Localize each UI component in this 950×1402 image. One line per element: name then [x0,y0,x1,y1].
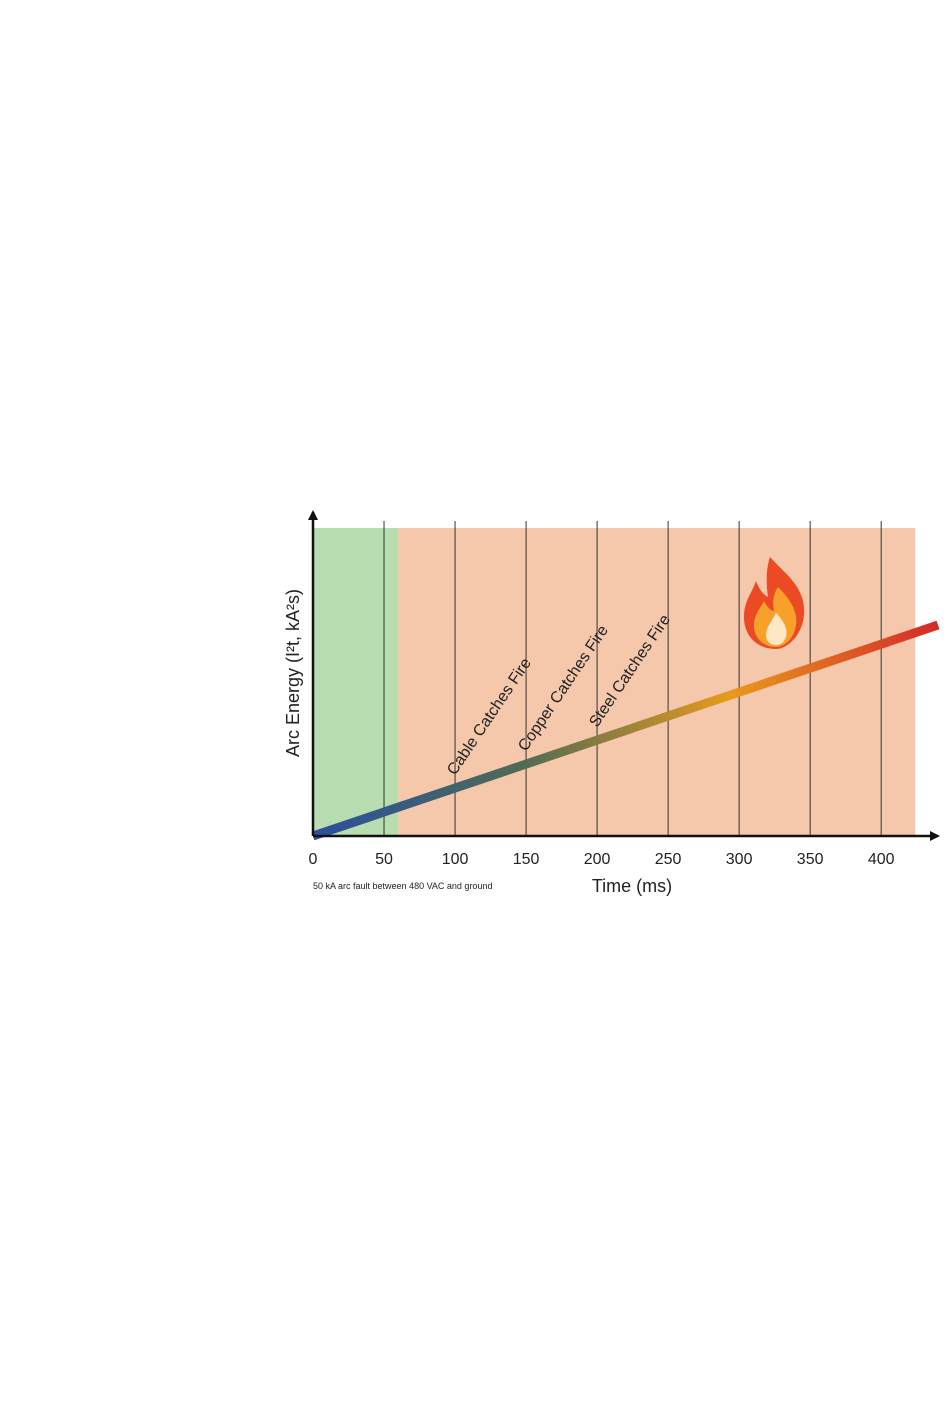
x-tick-label: 200 [584,851,611,868]
region [313,528,399,836]
lines [311,620,940,841]
y-axis-title: Arc Energy (I²t, kA²s) [283,589,303,757]
x-tick-label: 400 [868,851,895,868]
x-tick-label: 0 [309,851,318,868]
grid [383,521,882,836]
x-tick-label: 100 [442,851,469,868]
x-axis-title: Time (ms) [592,876,672,896]
data-line [311,620,940,841]
x-tick-label: 250 [655,851,682,868]
axes [308,510,940,841]
x-tick-label: 300 [726,851,753,868]
region [398,528,916,836]
regions [313,528,916,836]
x-tick-label: 50 [375,851,393,868]
caption: 50 kA arc fault between 480 VAC and grou… [313,881,492,891]
x-tick-label: 350 [797,851,824,868]
flame-icon [744,557,805,649]
x-tick-label: 150 [513,851,540,868]
